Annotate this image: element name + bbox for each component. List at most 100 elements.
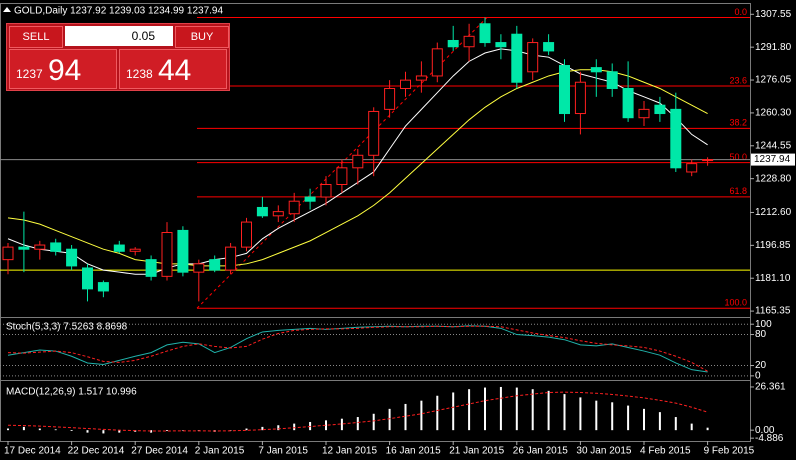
macd-bar <box>102 430 105 434</box>
candle-body <box>447 39 459 48</box>
x-tick-label: 22 Dec 2014 <box>68 446 125 457</box>
x-tick-label: 30 Jan 2015 <box>576 446 631 457</box>
stoch-line <box>7 325 708 372</box>
y-tick-label: 1260.30 <box>755 108 792 119</box>
macd-bar <box>643 408 645 431</box>
macd-bar <box>611 402 614 431</box>
macd-bar <box>420 400 423 431</box>
x-tick-label: 27 Dec 2014 <box>131 446 188 457</box>
sell-price[interactable]: 1237 94 <box>9 49 117 89</box>
candle-body <box>256 206 268 217</box>
macd-bar <box>531 389 534 431</box>
frame <box>0 3 751 442</box>
fib-label: 0.0 <box>734 7 747 17</box>
x-tick-label: 7 Jan 2015 <box>258 446 308 457</box>
candle-body <box>702 159 714 162</box>
macd-title: MACD(12,26,9) 1.517 10.996 <box>6 387 137 398</box>
candle-body <box>590 67 602 73</box>
candle-body <box>638 108 650 119</box>
candle-body <box>352 154 364 169</box>
buy-button[interactable]: BUY <box>175 26 229 48</box>
macd-bar <box>38 428 41 431</box>
candle-body <box>654 104 666 115</box>
x-tick-label: 26 Jan 2015 <box>513 446 568 457</box>
candle-body <box>606 71 618 89</box>
y-tick-label: 20 <box>755 360 767 371</box>
candle-body <box>384 87 396 110</box>
price-tag: 1237.94 <box>754 154 791 165</box>
candle-body <box>18 246 30 250</box>
macd-bar <box>166 430 168 431</box>
sell-button[interactable]: SELL <box>9 26 63 48</box>
macd-bar <box>706 427 709 431</box>
y-tick-label: 1196.85 <box>755 240 791 251</box>
sell-price-major: 1237 <box>16 67 43 81</box>
candle-body <box>272 211 284 217</box>
macd-bar <box>261 426 264 431</box>
candle-body <box>479 23 491 44</box>
macd-bar <box>22 426 25 431</box>
candle-body <box>670 108 682 169</box>
y-tick-label: -4.886 <box>755 433 784 444</box>
candle-body <box>431 48 443 77</box>
x-tick-label: 4 Feb 2015 <box>640 446 691 457</box>
candle-body <box>559 65 570 115</box>
macd-bar <box>372 413 375 431</box>
y-tick-label: 1307.55 <box>755 9 792 20</box>
macd-bar <box>547 390 550 431</box>
y-tick-label: 26.361 <box>755 382 786 393</box>
macd-bar <box>277 425 280 431</box>
fib-label: 50.0 <box>729 152 747 162</box>
macd-bar <box>563 394 566 431</box>
candle-body <box>527 42 539 73</box>
macd-bar <box>388 408 391 431</box>
candle-body <box>304 196 316 202</box>
buy-price[interactable]: 1238 44 <box>119 49 227 89</box>
signal-line <box>7 391 708 432</box>
y-tick-label: 1276.05 <box>755 75 792 86</box>
x-tick-label: 12 Jan 2015 <box>322 446 377 457</box>
x-tick-label: 17 Dec 2014 <box>4 446 61 457</box>
fib-label: 23.6 <box>729 75 747 85</box>
y-tick-label: 0.00 <box>755 425 775 436</box>
lot-field[interactable]: 0.05 <box>65 26 173 46</box>
buy-price-minor: 44 <box>158 54 192 87</box>
y-tick-label: 1181.10 <box>755 273 791 284</box>
chart-title: GOLD,Daily 1237.92 1239.03 1234.99 1237.… <box>14 6 223 17</box>
macd-bar <box>658 412 661 431</box>
y-tick-label: 1228.80 <box>755 173 792 184</box>
y-tick-label: 0 <box>755 371 761 382</box>
y-tick-label: 1291.80 <box>755 42 792 53</box>
macd-bar <box>86 430 89 433</box>
candle-body <box>97 282 109 292</box>
candle-body <box>145 259 157 277</box>
candle-body <box>113 244 125 252</box>
candle-body <box>415 75 427 81</box>
candle-body <box>288 200 300 215</box>
trade-panel: SELL 0.05 BUY 1237 94 1238 44 <box>6 23 230 91</box>
candle-body <box>400 79 411 89</box>
x-tick-label: 21 Jan 2015 <box>449 446 504 457</box>
candle-body <box>368 110 380 156</box>
y-tick-label: 1165.35 <box>755 306 791 317</box>
y-tick-label: 1244.55 <box>755 140 792 151</box>
macd-bar <box>690 423 693 431</box>
collapse-icon[interactable] <box>3 7 11 12</box>
macd-bar <box>325 420 327 431</box>
macd-bar <box>356 417 359 431</box>
candle-body <box>686 163 698 173</box>
macd-bar <box>484 387 486 431</box>
macd-bar <box>7 428 9 431</box>
macd-bar <box>150 430 153 433</box>
macd-bar <box>340 418 343 431</box>
candle-body <box>82 267 93 290</box>
fib-label: 61.8 <box>729 186 747 196</box>
candle-body <box>622 87 634 119</box>
candle-body <box>129 248 141 252</box>
y-tick-label: 100 <box>755 319 772 330</box>
macd-bar <box>499 386 502 431</box>
macd-bar <box>468 389 471 431</box>
buy-price-major: 1238 <box>126 67 153 81</box>
macd-bar <box>293 423 296 431</box>
fib-label: 38.2 <box>729 118 747 128</box>
